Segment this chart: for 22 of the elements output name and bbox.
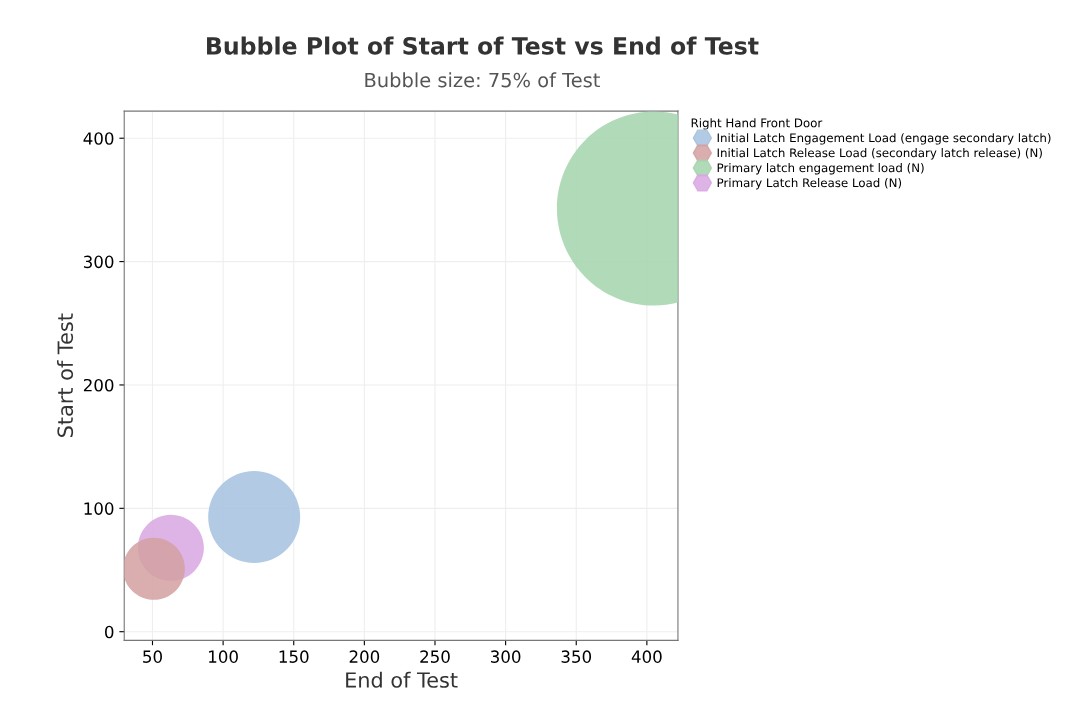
x-tick-label: 200	[349, 650, 380, 663]
x-tick-label: 150	[279, 650, 309, 663]
legend-label: Primary latch engagement load (N)	[717, 163, 924, 175]
legend-label: Initial Latch Engagement Load (engage secondary latch)	[717, 133, 1051, 145]
legend-title: Right Hand Front Door	[691, 118, 823, 130]
legend-label: Initial Latch Release Load (secondary latch release) (N)	[717, 148, 1042, 160]
legend-label: Primary Latch Release Load (N)	[717, 178, 902, 190]
x-tick-label: 100	[209, 650, 238, 663]
y-tick-label: 100	[84, 502, 114, 515]
y-tick-label: 400	[83, 132, 114, 145]
chart-subtitle: Bubble size: 75% of Test	[365, 72, 600, 88]
x-tick-label: 250	[420, 650, 450, 663]
x-tick-label: 350	[561, 650, 592, 663]
y-tick-label: 200	[83, 378, 114, 392]
y-tick-label: 0	[105, 625, 114, 639]
x-tick-label: 300	[490, 650, 521, 663]
y-tick-label: 300	[83, 255, 114, 269]
x-tick-label: 400	[631, 650, 662, 663]
chart-title: Bubble Plot of Start of Test vs End of Test	[207, 36, 759, 55]
y-axis-title: Start of Test	[56, 313, 74, 437]
x-axis-title: End of Test	[346, 671, 458, 688]
x-tick-label: 50	[143, 650, 162, 663]
